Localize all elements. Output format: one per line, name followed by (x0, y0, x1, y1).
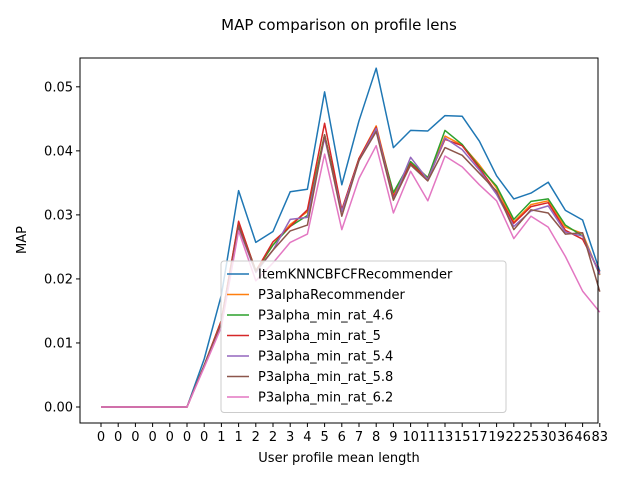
x-tick-label: 0 (131, 430, 139, 445)
x-tick-label: 3 (286, 430, 294, 445)
y-tick-label: 0.00 (44, 400, 73, 415)
y-tick-label: 0.05 (44, 80, 73, 95)
x-tick-label: 1 (217, 430, 225, 445)
x-tick-label: 1 (234, 430, 242, 445)
x-tick-label: 0 (183, 430, 191, 445)
x-tick-label: 7 (355, 430, 363, 445)
chart-title: MAP comparison on profile lens (221, 16, 457, 34)
x-tick-label: 9 (389, 430, 397, 445)
series-layer (101, 67, 601, 408)
legend: ItemKNNCBFCFRecommender P3alphaRecommende… (220, 260, 507, 413)
plot-frame (79, 57, 599, 424)
legend-box (220, 260, 507, 413)
x-tick-label: 19 (488, 430, 505, 445)
legend-entry-label: P3alphaRecommender (258, 288, 406, 303)
x-tick-label: 5 (320, 430, 328, 445)
x-tick-label: 6 (338, 430, 346, 445)
x-tick-label: 30 (540, 430, 557, 445)
x-tick-label: 0 (114, 430, 122, 445)
legend-entry-label: P3alpha_min_rat_6.2 (258, 391, 393, 406)
y-tick-label: 0.04 (44, 144, 73, 159)
x-tick-label: 2 (269, 430, 277, 445)
legend-entry-label: P3alpha_min_rat_5.4 (258, 350, 393, 365)
legend-entry-label: P3alpha_min_rat_5 (258, 329, 381, 344)
x-tick-label: 36 (557, 430, 574, 445)
legend-entry-label: ItemKNNCBFCFRecommender (258, 268, 453, 283)
series-line-6 (101, 144, 601, 408)
x-tick-label: 22 (506, 430, 523, 445)
x-tick-label: 2 (252, 430, 260, 445)
x-tick-label: 0 (200, 430, 208, 445)
x-tick-label: 8 (372, 430, 380, 445)
x-axis-label: User profile mean length (258, 451, 419, 466)
x-tick-label: 4 (303, 430, 311, 445)
x-tick-label: 25 (523, 430, 540, 445)
x-tick-label: 10 (402, 430, 419, 445)
y-tick-label: 0.01 (44, 336, 73, 351)
x-tick-label: 0 (148, 430, 156, 445)
y-axis-label: MAP (15, 226, 30, 254)
x-tick-label: 0 (97, 430, 105, 445)
x-tick-label: 11 (420, 430, 437, 445)
x-tick-label: 46 (574, 430, 591, 445)
x-tick-label: 15 (454, 430, 471, 445)
x-tick-label: 83 (592, 430, 609, 445)
y-tick-label: 0.03 (44, 208, 73, 223)
legend-entry-label: P3alpha_min_rat_4.6 (258, 309, 393, 324)
legend-entry-label: P3alpha_min_rat_5.8 (258, 370, 393, 385)
x-tick-label: 17 (471, 430, 488, 445)
x-tick-label: 0 (166, 430, 174, 445)
y-axis: 0.00 0.01 0.02 0.03 0.04 0.05 (44, 80, 80, 415)
x-tick-label: 13 (437, 430, 454, 445)
y-tick-label: 0.02 (44, 272, 73, 287)
x-axis: 0 0 0 0 0 0 0 1 1 2 2 3 4 5 6 7 8 9 10 11 13 15 17 19 22 25 30 36 46… (97, 423, 608, 445)
